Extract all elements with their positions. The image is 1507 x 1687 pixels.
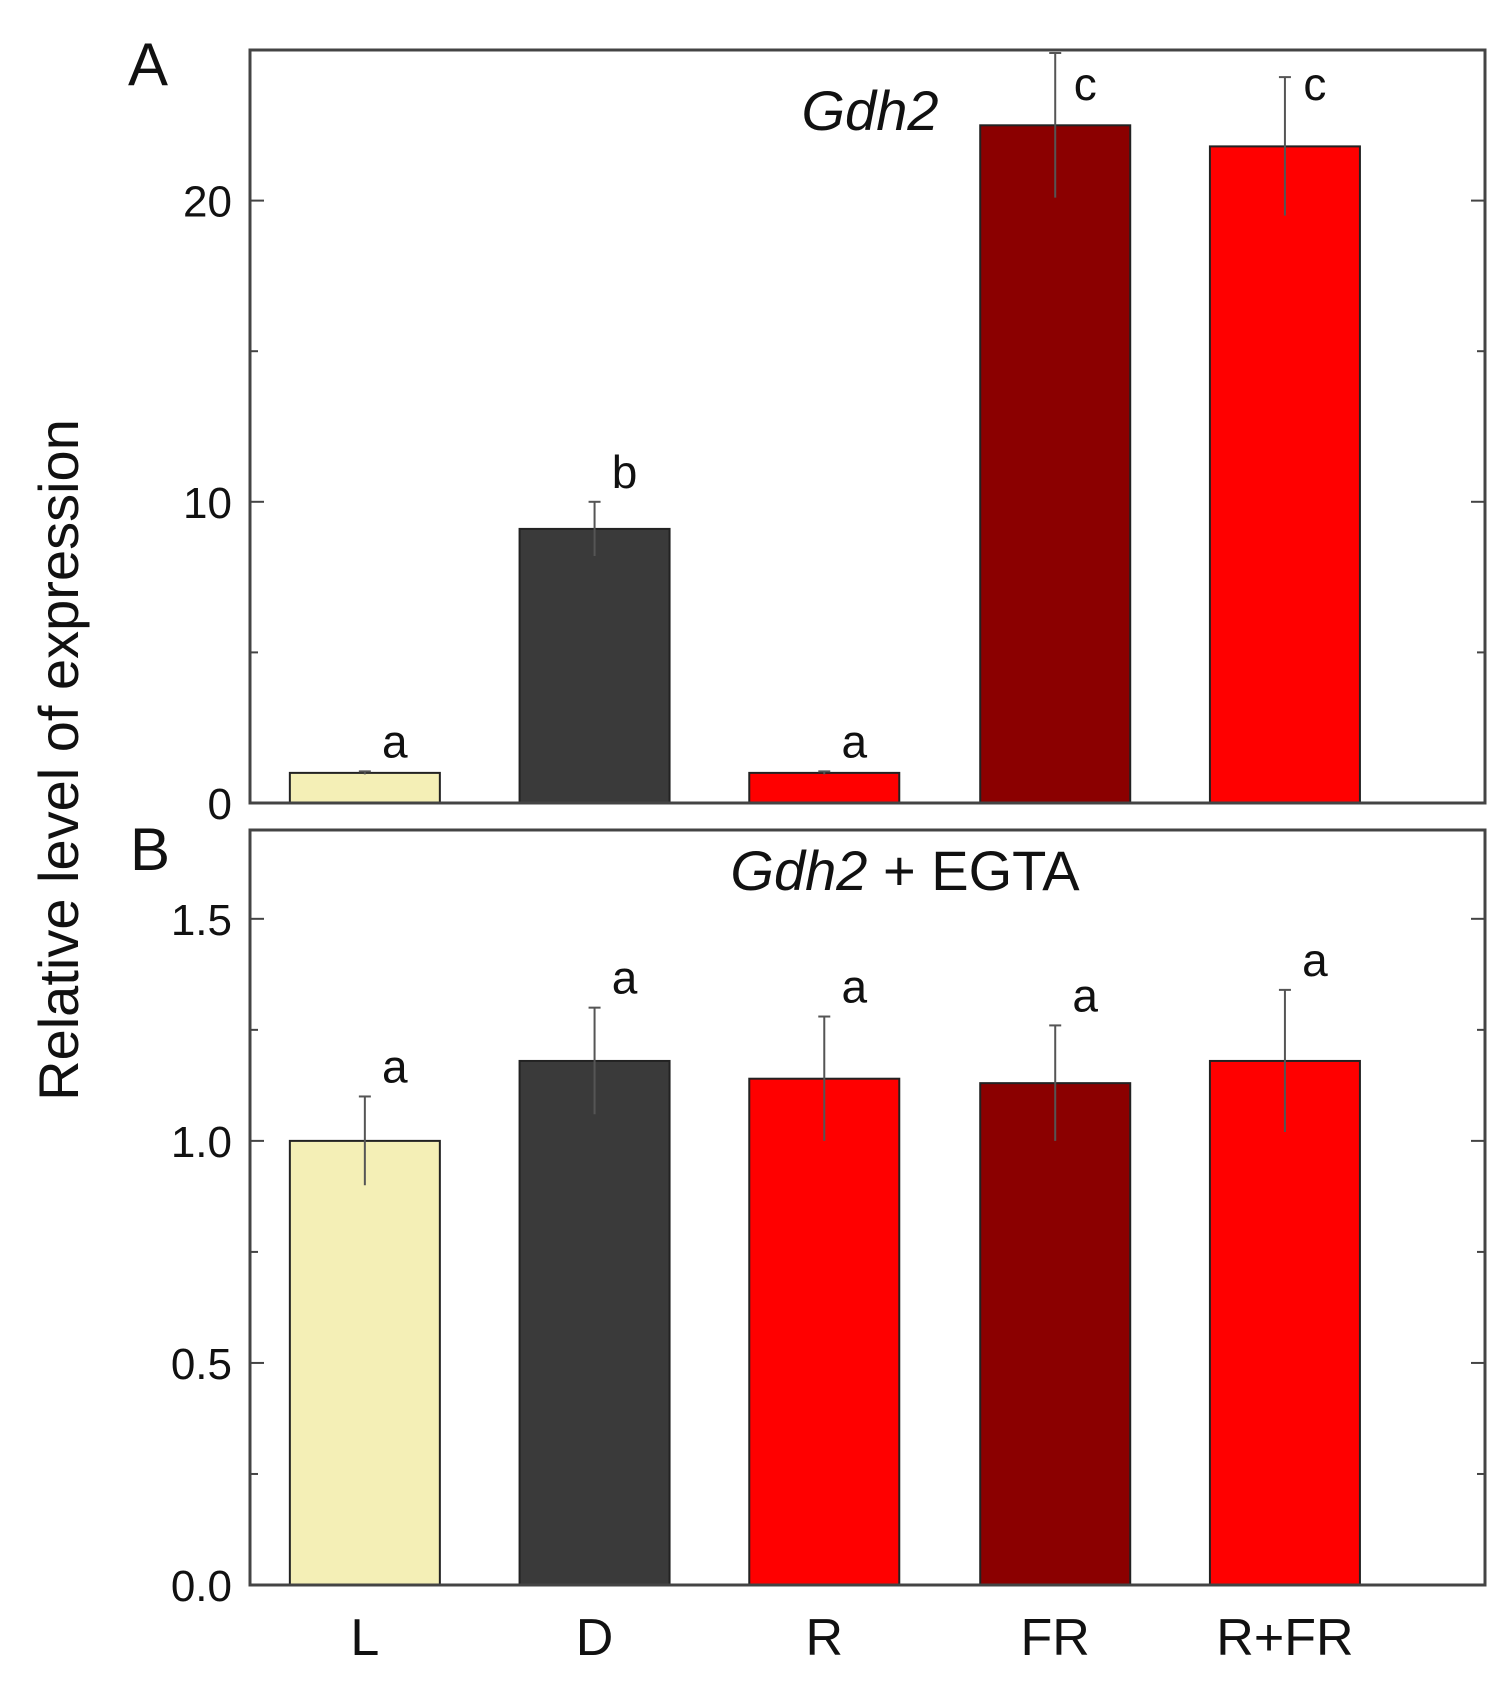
bar-b-fr [979,1082,1132,1587]
bar-b-r-plus-fr [1208,1059,1361,1586]
y-tick-label: 10 [183,479,232,528]
panel-letter: A [128,31,168,98]
x-tick-label: D [576,1609,614,1667]
significance-label: a [612,952,638,1004]
x-tick-label: R [805,1609,843,1667]
bar-a-fr [979,124,1132,805]
significance-label: c [1074,58,1097,110]
bar-a-r [748,771,901,805]
plot-frame [248,828,1487,1587]
panel-a: a b a c c 0 10 20 A Gdh2 [128,31,1487,829]
panel-letter: B [130,816,170,883]
bar-b-l [288,1139,441,1586]
x-tick-label: R+FR [1216,1609,1353,1667]
x-tick-label: L [350,1609,379,1667]
y-tick-label: 0.0 [171,1562,232,1611]
y-axis-label: Relative level of expression [27,419,90,1101]
significance-label: a [382,715,408,767]
bar-a-r-plus-fr [1208,145,1361,805]
x-tick-label: FR [1021,1609,1090,1667]
significance-label: a [1302,934,1328,986]
significance-label: a [382,1040,408,1092]
y-tick-label: 1.5 [171,896,232,945]
significance-label: a [1072,969,1098,1021]
significance-label: c [1303,58,1326,110]
treatment-name: + EGTA [867,839,1080,902]
panel-title: Gdh2 [802,79,939,142]
panel-title: Gdh2 + EGTA [730,839,1080,902]
panels: a b a c c 0 10 20 A Gdh2 a La Da Ra FR a R+FR 0.0 0.5 1.0 1.… [128,31,1487,1667]
significance-label: b [612,446,638,498]
bar-a-l [288,771,441,805]
bar-b-d [518,1059,671,1586]
significance-label: a [841,961,867,1013]
plot-frame [248,48,1487,805]
significance-label: a [841,715,867,767]
gene-name: Gdh2 [730,839,867,902]
bar-a-d [518,527,671,805]
bar-b-r [748,1077,901,1587]
y-tick-label: 0.5 [171,1340,232,1389]
y-tick-label: 1.0 [171,1118,232,1167]
y-tick-label: 20 [183,178,232,227]
y-tick-label: 0 [208,780,232,829]
panel-b: a La Da Ra FR a R+FR 0.0 0.5 1.0 1.5B Gdh2 + EGTA [130,816,1487,1667]
gene-name: Gdh2 [802,79,939,142]
